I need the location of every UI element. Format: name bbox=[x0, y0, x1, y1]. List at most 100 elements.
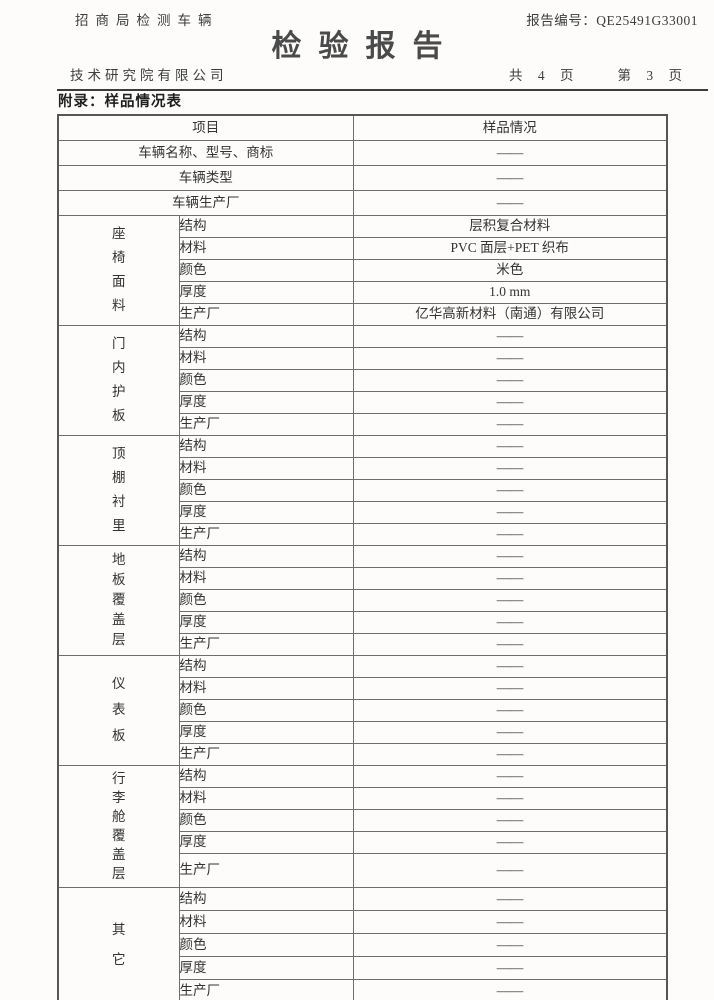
row-value-cell: —— bbox=[352, 886, 668, 911]
row-label-cell: 生产厂 bbox=[178, 852, 354, 888]
row-value-cell: —— bbox=[352, 189, 668, 216]
row-label-cell: 结构 bbox=[178, 434, 354, 458]
section-group-label: 顶棚衬里 bbox=[111, 446, 126, 534]
row-label-cell: 材料 bbox=[178, 786, 354, 810]
row-value-cell: —— bbox=[352, 808, 668, 832]
row-value-cell: 亿华高新材料（南通）有限公司 bbox=[352, 302, 668, 326]
row-label-cell: 材料 bbox=[178, 676, 354, 700]
row-value-cell: —— bbox=[352, 720, 668, 744]
row-label-cell: 结构 bbox=[178, 214, 354, 238]
row-label-cell: 生产厂 bbox=[178, 412, 354, 436]
section-group-label: 行李舱覆盖层 bbox=[111, 771, 126, 882]
report-number-label: 报告编号： bbox=[526, 13, 597, 28]
row-value-cell: —— bbox=[352, 852, 668, 888]
section-group-cell: 座椅面料 bbox=[57, 214, 180, 326]
row-value-cell: —— bbox=[352, 412, 668, 436]
row-label-cell: 生产厂 bbox=[178, 302, 354, 326]
table-row: 厚度 —— bbox=[58, 830, 668, 854]
table-row: 座椅面料 结构 层积复合材料 bbox=[57, 214, 668, 326]
col-header-item: 项目 bbox=[57, 114, 354, 141]
row-value-cell: —— bbox=[352, 588, 668, 612]
row-label-cell: 车辆类型 bbox=[57, 164, 354, 191]
section-group-cell: 仪表板 bbox=[57, 654, 180, 766]
row-value-cell: —— bbox=[352, 632, 668, 656]
table-row: 生产厂 —— bbox=[58, 412, 668, 436]
sample-info-table: 项目 样品情况 车辆名称、型号、商标 —— 车辆类型 —— 车辆生产厂 —— 座椅面料结… bbox=[57, 113, 668, 1000]
table-row: 材料 —— bbox=[58, 566, 668, 590]
row-value-cell: —— bbox=[352, 368, 668, 392]
row-label-cell: 厚度 bbox=[178, 610, 354, 634]
row-value-cell: —— bbox=[352, 566, 668, 590]
row-value-cell: 层积复合材料 bbox=[352, 214, 668, 238]
row-label-cell: 厚度 bbox=[178, 955, 354, 980]
row-value-cell: —— bbox=[352, 978, 668, 1000]
row-value-cell: —— bbox=[352, 676, 668, 700]
header-divider bbox=[57, 89, 708, 91]
table-row: 顶棚衬里 结构 —— bbox=[57, 434, 668, 546]
row-value-cell: —— bbox=[352, 909, 668, 934]
table-row: 材料 —— bbox=[58, 676, 668, 700]
row-value-cell: —— bbox=[352, 654, 668, 678]
row-value-cell: —— bbox=[352, 434, 668, 458]
table-row: 厚度 —— bbox=[58, 390, 668, 414]
section-group-label: 地板覆盖层 bbox=[111, 552, 126, 648]
table-row: 厚度 1.0 mm bbox=[58, 280, 668, 304]
table-row: 行李舱覆盖层 结构 —— bbox=[57, 764, 668, 888]
row-label-cell: 生产厂 bbox=[178, 522, 354, 546]
table-header-row: 项目 样品情况 bbox=[57, 114, 668, 141]
company-name: 技术研究院有限公司 bbox=[70, 68, 228, 83]
table-row: 生产厂 —— bbox=[58, 852, 668, 888]
row-label-cell: 生产厂 bbox=[178, 978, 354, 1000]
row-label-cell: 结构 bbox=[178, 764, 354, 788]
row-label-cell: 厚度 bbox=[178, 720, 354, 744]
row-value-cell: —— bbox=[352, 346, 668, 370]
row-value-cell: —— bbox=[352, 390, 668, 414]
row-label-cell: 车辆名称、型号、商标 bbox=[57, 139, 354, 166]
row-label-cell: 生产厂 bbox=[178, 632, 354, 656]
row-label-cell: 厚度 bbox=[178, 280, 354, 304]
row-value-cell: —— bbox=[352, 544, 668, 568]
row-label-cell: 结构 bbox=[178, 886, 354, 911]
section-group-cell: 地板覆盖层 bbox=[57, 544, 180, 656]
org-name: 招商局检测车辆 bbox=[75, 13, 219, 28]
row-label-cell: 厚度 bbox=[178, 830, 354, 854]
row-label-cell: 颜色 bbox=[178, 932, 354, 957]
row-value-cell: —— bbox=[352, 698, 668, 722]
pages-current: 第 3 页 bbox=[617, 68, 688, 83]
section-group-label: 仪表板 bbox=[111, 676, 126, 744]
row-label-cell: 厚度 bbox=[178, 500, 354, 524]
section-group-cell: 门内护板 bbox=[57, 324, 180, 436]
table-row: 生产厂 —— bbox=[58, 978, 668, 1000]
row-value-cell: —— bbox=[352, 456, 668, 480]
row-value-cell: —— bbox=[352, 742, 668, 766]
table-row: 材料 —— bbox=[58, 909, 668, 934]
row-value-cell: —— bbox=[352, 478, 668, 502]
table-row: 颜色 —— bbox=[58, 808, 668, 832]
page-title: 检验报告 bbox=[271, 30, 460, 63]
header-row-top: 招商局检测车辆 报告编号：QE25491G33001 bbox=[0, 0, 714, 29]
row-label-cell: 生产厂 bbox=[178, 742, 354, 766]
table-row: 车辆生产厂 —— bbox=[57, 189, 668, 216]
table-row: 车辆名称、型号、商标 —— bbox=[57, 139, 668, 166]
row-value-cell: 米色 bbox=[352, 258, 668, 282]
row-label-cell: 结构 bbox=[178, 654, 354, 678]
row-value-cell: —— bbox=[352, 932, 668, 957]
report-number-value: QE25491G33001 bbox=[596, 13, 698, 28]
page-indicator: 共 4 页 第 3 页 bbox=[509, 64, 688, 84]
row-label-cell: 颜色 bbox=[178, 258, 354, 282]
row-label-cell: 颜色 bbox=[178, 478, 354, 502]
table-row: 厚度 —— bbox=[58, 955, 668, 980]
appendix-title: 附录：样品情况表 bbox=[58, 94, 182, 110]
section-group-cell: 行李舱覆盖层 bbox=[57, 764, 180, 888]
section-group-cell: 顶棚衬里 bbox=[57, 434, 180, 546]
report-number: 报告编号：QE25491G33001 bbox=[526, 9, 698, 29]
row-label-cell: 厚度 bbox=[178, 390, 354, 414]
pages-total: 共 4 页 bbox=[509, 68, 580, 83]
row-label-cell: 材料 bbox=[178, 566, 354, 590]
table-row: 地板覆盖层 结构 —— bbox=[57, 544, 668, 656]
table-row: 颜色 —— bbox=[58, 478, 668, 502]
row-value-cell: —— bbox=[352, 164, 668, 191]
row-label-cell: 颜色 bbox=[178, 808, 354, 832]
row-label-cell: 材料 bbox=[178, 456, 354, 480]
row-value-cell: —— bbox=[352, 139, 668, 166]
